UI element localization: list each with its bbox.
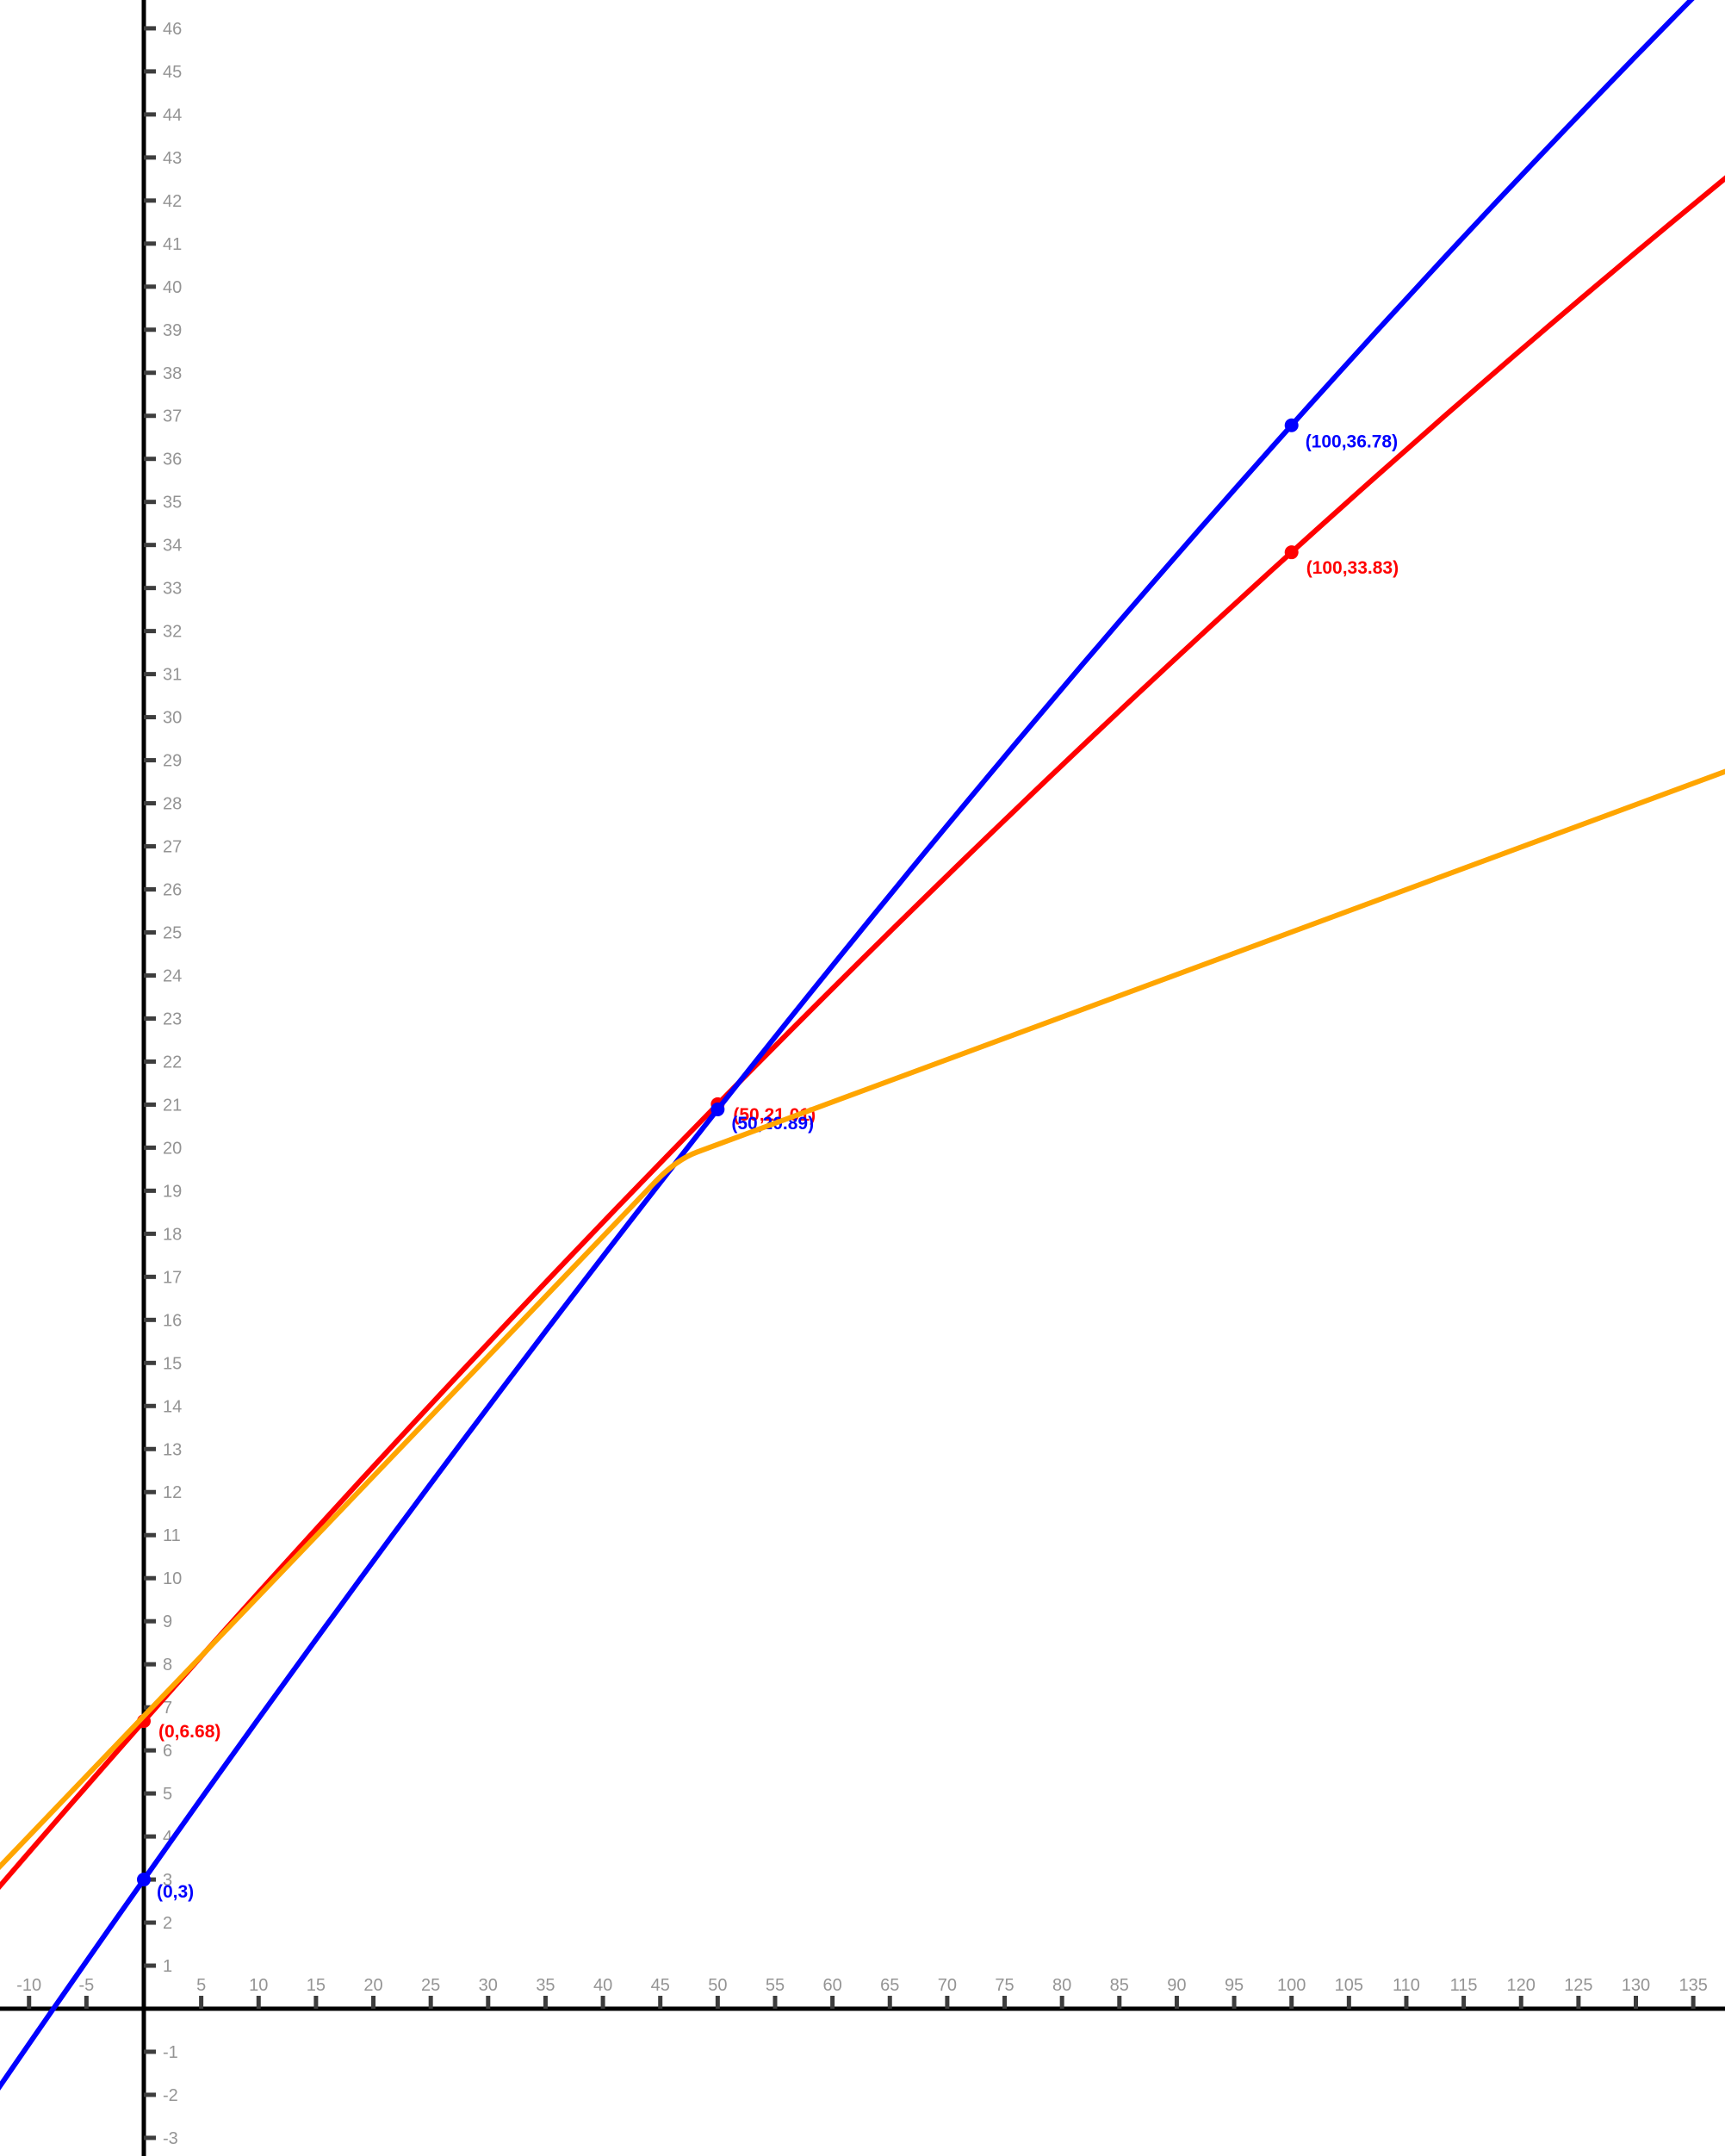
x-tick-label: -5 bbox=[78, 1976, 94, 1995]
orange-line[interactable] bbox=[0, 768, 1725, 1871]
x-tick-label: 45 bbox=[651, 1976, 670, 1995]
x-tick-label: 20 bbox=[363, 1976, 382, 1995]
y-tick-label: -3 bbox=[163, 2129, 178, 2148]
y-tick-label: 14 bbox=[163, 1397, 182, 1416]
x-tick-label: 25 bbox=[421, 1976, 440, 1995]
x-tick-label: 95 bbox=[1225, 1976, 1244, 1995]
x-tick-label: 35 bbox=[536, 1976, 555, 1995]
x-tick-label: 115 bbox=[1450, 1976, 1478, 1995]
x-tick-label: 105 bbox=[1335, 1976, 1363, 1995]
y-tick-label: 36 bbox=[163, 450, 182, 469]
x-tick-label: -10 bbox=[16, 1976, 41, 1995]
y-tick-label: -1 bbox=[163, 2043, 178, 2062]
x-tick-label: 125 bbox=[1564, 1976, 1592, 1995]
y-tick-label: 42 bbox=[163, 192, 182, 211]
y-tick-label: 43 bbox=[163, 149, 182, 168]
x-tick-label: 50 bbox=[708, 1976, 727, 1995]
y-tick-label: 27 bbox=[163, 838, 182, 857]
x-tick-label: 40 bbox=[593, 1976, 612, 1995]
blue-line-point-marker[interactable] bbox=[710, 1102, 725, 1116]
y-tick-label: 41 bbox=[163, 235, 182, 254]
y-tick-label: 1 bbox=[163, 1957, 172, 1976]
blue-line[interactable] bbox=[0, 0, 1707, 2091]
x-tick-label: 55 bbox=[766, 1976, 785, 1995]
y-tick-label: 10 bbox=[163, 1569, 182, 1588]
x-tick-label: 70 bbox=[938, 1976, 957, 1995]
y-tick-label: 33 bbox=[163, 580, 182, 599]
y-tick-label: 31 bbox=[163, 666, 182, 685]
y-tick-label: 45 bbox=[163, 63, 182, 82]
y-tick-label: 11 bbox=[163, 1526, 181, 1545]
x-tick-label: 90 bbox=[1167, 1976, 1186, 1995]
x-tick-label: 135 bbox=[1678, 1976, 1707, 1995]
y-tick-label: 18 bbox=[163, 1225, 182, 1244]
y-tick-label: 12 bbox=[163, 1483, 182, 1502]
y-tick-label: 34 bbox=[163, 537, 182, 556]
y-tick-label: 30 bbox=[163, 709, 182, 728]
x-tick-label: 30 bbox=[479, 1976, 498, 1995]
red-line-point-label: (0,6.68) bbox=[158, 1722, 220, 1742]
x-tick-label: 10 bbox=[249, 1976, 268, 1995]
y-tick-label: 21 bbox=[163, 1096, 182, 1115]
y-tick-label: 5 bbox=[163, 1785, 172, 1804]
y-tick-label: 44 bbox=[163, 106, 182, 125]
x-tick-label: 120 bbox=[1507, 1976, 1536, 1995]
y-tick-label: 40 bbox=[163, 278, 182, 297]
y-tick-label: 28 bbox=[163, 795, 182, 814]
red-line-point-label: (100,33.83) bbox=[1306, 558, 1399, 578]
y-tick-label: -2 bbox=[163, 2086, 178, 2105]
blue-line-point-label: (100,36.78) bbox=[1306, 432, 1398, 452]
y-tick-label: 8 bbox=[163, 1656, 172, 1674]
y-tick-label: 22 bbox=[163, 1053, 182, 1072]
x-tick-label: 85 bbox=[1110, 1976, 1129, 1995]
y-tick-label: 39 bbox=[163, 321, 182, 340]
y-tick-label: 23 bbox=[163, 1010, 182, 1028]
x-tick-label: 80 bbox=[1052, 1976, 1071, 1995]
x-tick-label: 5 bbox=[196, 1976, 206, 1995]
x-tick-label: 65 bbox=[880, 1976, 899, 1995]
y-tick-label: 20 bbox=[163, 1139, 182, 1158]
y-tick-label: 46 bbox=[163, 20, 182, 39]
y-tick-label: 38 bbox=[163, 364, 182, 383]
x-tick-label: 60 bbox=[822, 1976, 841, 1995]
y-tick-label: 25 bbox=[163, 924, 182, 943]
y-tick-label: 13 bbox=[163, 1440, 182, 1459]
red-line-point-marker[interactable] bbox=[1284, 545, 1299, 560]
y-tick-label: 32 bbox=[163, 623, 182, 642]
y-tick-label: 3 bbox=[163, 1871, 172, 1890]
y-tick-label: 35 bbox=[163, 494, 182, 513]
y-tick-label: 16 bbox=[163, 1311, 182, 1330]
y-tick-label: 4 bbox=[163, 1828, 172, 1847]
x-tick-label: 75 bbox=[995, 1976, 1014, 1995]
y-tick-label: 26 bbox=[163, 881, 182, 900]
red-line[interactable] bbox=[0, 175, 1725, 1891]
y-tick-label: 15 bbox=[163, 1354, 182, 1373]
y-tick-label: 24 bbox=[163, 966, 182, 985]
red-line-point-label: (50,21.01) bbox=[733, 1105, 816, 1125]
y-tick-label: 29 bbox=[163, 752, 182, 771]
blue-line-point-marker[interactable] bbox=[137, 1873, 151, 1887]
y-tick-label: 7 bbox=[163, 1699, 172, 1718]
y-tick-label: 9 bbox=[163, 1612, 172, 1631]
y-tick-label: 6 bbox=[163, 1742, 172, 1761]
y-tick-label: 2 bbox=[163, 1914, 172, 1933]
x-tick-label: 100 bbox=[1277, 1976, 1306, 1995]
y-tick-label: 19 bbox=[163, 1182, 182, 1201]
blue-line-point-label: (0,3) bbox=[157, 1882, 194, 1902]
blue-line-point-marker[interactable] bbox=[1284, 418, 1299, 432]
x-tick-label: 15 bbox=[307, 1976, 326, 1995]
x-tick-label: 130 bbox=[1622, 1976, 1650, 1995]
y-tick-label: 17 bbox=[163, 1268, 182, 1287]
y-tick-label: 37 bbox=[163, 407, 182, 426]
x-tick-label: 110 bbox=[1393, 1976, 1420, 1995]
